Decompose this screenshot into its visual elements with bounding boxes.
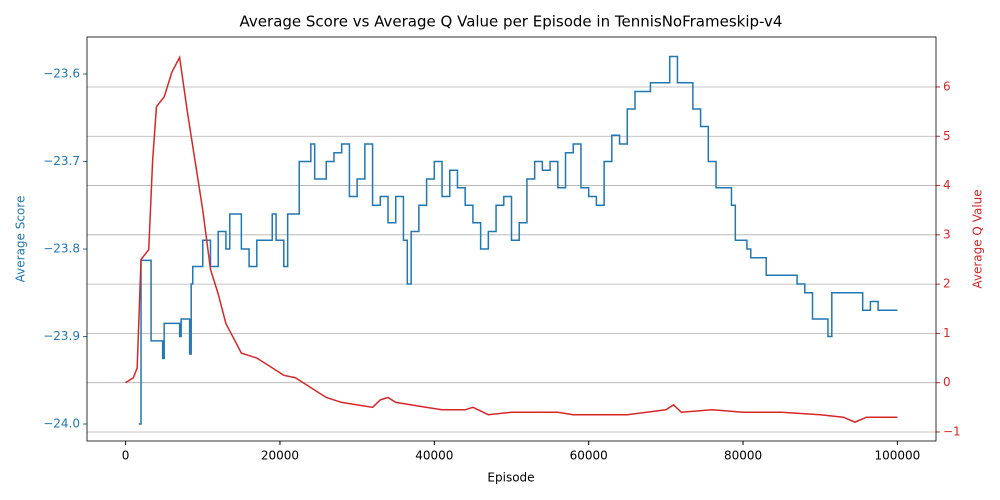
x-tick-label: 60000 xyxy=(570,449,608,463)
y2-tick-label: 5 xyxy=(943,129,951,143)
y-tick-label: −23.8 xyxy=(43,242,80,256)
y-tick-label: −23.6 xyxy=(43,67,80,81)
y2-tick-label: 1 xyxy=(943,326,951,340)
y-tick-label: −23.9 xyxy=(43,329,80,343)
y-tick-label: −23.7 xyxy=(43,154,80,168)
y2-tick-label: 0 xyxy=(943,375,951,389)
x-tick-label: 80000 xyxy=(724,449,762,463)
plot-frame xyxy=(86,36,937,442)
x-axis-label: Episode xyxy=(487,471,534,485)
y2-tick-label: −1 xyxy=(943,424,961,438)
data-line xyxy=(138,55,898,425)
x-tick-label: 20000 xyxy=(261,449,299,463)
x-tick-label: 100000 xyxy=(875,449,921,463)
chart-title: Average Score vs Average Q Value per Epi… xyxy=(240,13,783,31)
y-tick-label: −24.0 xyxy=(43,417,80,431)
y2-tick-label: 3 xyxy=(943,227,951,241)
y-axis-label: Average Score xyxy=(14,196,28,283)
x-tick-label: 0 xyxy=(122,449,130,463)
y2-tick-label: 6 xyxy=(943,79,951,93)
y2-tick-label: 2 xyxy=(943,277,951,291)
data-line xyxy=(125,54,898,423)
y2-axis-label: Average Q Value xyxy=(971,189,985,288)
x-tick-label: 40000 xyxy=(415,449,453,463)
y2-tick-label: 4 xyxy=(943,178,951,192)
